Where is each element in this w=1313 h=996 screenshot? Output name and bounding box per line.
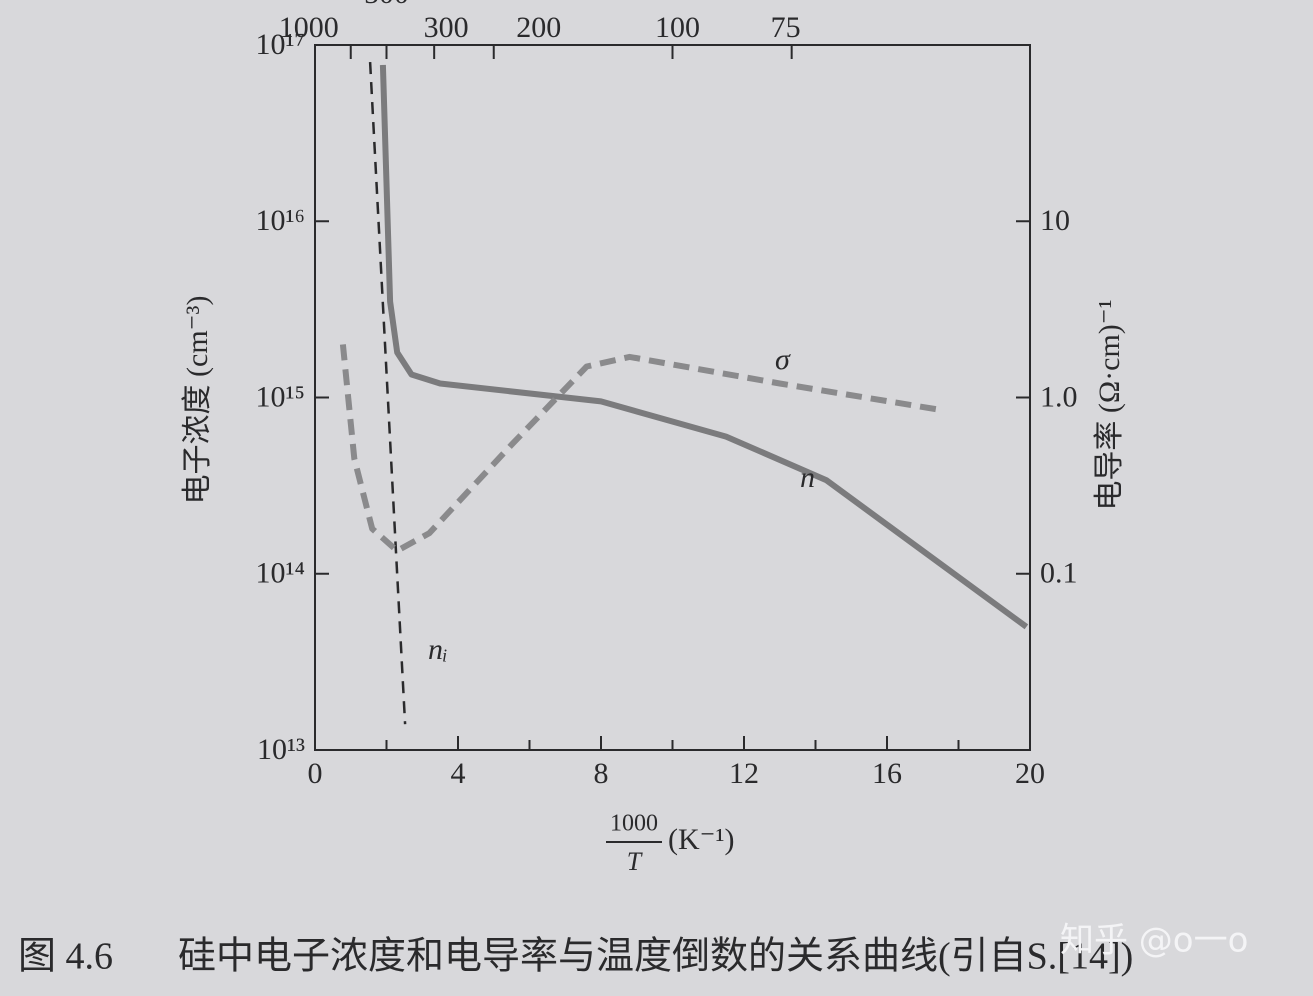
x2-tick-label: 500 — [364, 0, 409, 10]
y2-tick-label: 1.0 — [1040, 380, 1078, 413]
y-label: 电子浓度 (cm⁻³) — [181, 296, 214, 505]
y2-tick-label: 10 — [1040, 204, 1070, 237]
y2-label: 电导率 (Ω·cm)⁻¹ — [1093, 299, 1126, 510]
series-line — [379, 64, 1029, 630]
x-tick-label: 16 — [872, 757, 902, 790]
series-line — [368, 62, 407, 725]
x-label-unit: (K⁻¹) — [668, 823, 734, 856]
y-tick-label: 10¹⁶ — [256, 204, 305, 237]
x-tick-label: 4 — [451, 757, 466, 790]
x2-tick-label: 100 — [655, 11, 700, 44]
x2-tick-label: 200 — [516, 11, 561, 44]
caption-number: 图 4.6 — [18, 936, 113, 978]
caption: 硅中电子浓度和电导率与温度倒数的关系曲线(引自S.[14]) — [178, 936, 1133, 978]
y-tick-label: 10¹⁷ — [256, 28, 305, 61]
y-tick-label: 10¹⁴ — [256, 557, 305, 590]
watermark: 知乎 @o一o — [1060, 921, 1248, 961]
x-tick-label: 12 — [729, 757, 759, 790]
x2-tick-label: 300 — [424, 11, 469, 44]
x2-tick-label: 75 — [771, 11, 801, 44]
series-line — [339, 344, 942, 554]
y-tick-label: 10¹³ — [257, 733, 305, 766]
x-tick-label: 20 — [1015, 757, 1045, 790]
x-tick-label: 8 — [594, 757, 609, 790]
series-label: σ — [775, 343, 791, 376]
y-tick-label: 10¹⁵ — [256, 380, 305, 413]
x-tick-label: 0 — [308, 757, 323, 790]
y2-tick-label: 0.1 — [1040, 557, 1078, 590]
x2-tick-label: 1000 — [279, 11, 339, 44]
series-label: nᵢ — [428, 633, 448, 666]
series-label: n — [800, 461, 815, 494]
x-label-numerator: 1000 — [610, 811, 658, 837]
x-label-denominator: T — [627, 847, 643, 876]
